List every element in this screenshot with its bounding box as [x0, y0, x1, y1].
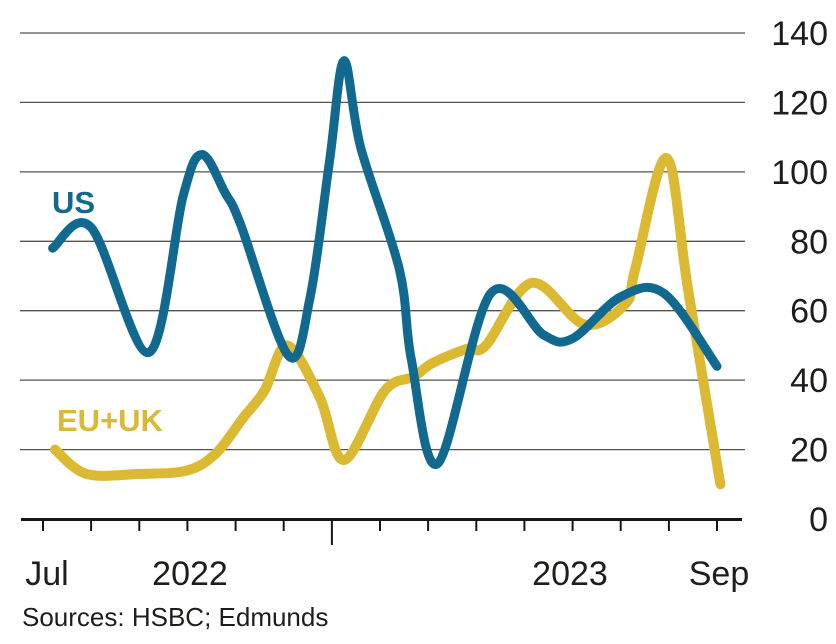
x-axis-label-sep: Sep	[689, 555, 750, 593]
y-tick-label-40: 40	[790, 362, 828, 400]
y-tick-label-80: 80	[790, 223, 828, 261]
series-line-us	[48, 56, 722, 469]
y-tick-label-120: 120	[771, 84, 828, 122]
y-tick-label-20: 20	[790, 432, 828, 470]
x-axis-label-2022: 2022	[152, 555, 228, 593]
y-tick-label-140: 140	[771, 15, 828, 53]
series-label-us: US	[52, 185, 96, 220]
x-axis-label-2023: 2023	[532, 555, 608, 593]
y-tick-label-60: 60	[790, 293, 828, 331]
y-tick-label-0: 0	[809, 501, 828, 539]
source-note: Sources: HSBC; Edmunds	[22, 602, 329, 632]
x-axis-label-jul: Jul	[25, 555, 68, 593]
series-label-eu-uk: EU+UK	[57, 403, 163, 438]
y-tick-label-100: 100	[771, 154, 828, 192]
